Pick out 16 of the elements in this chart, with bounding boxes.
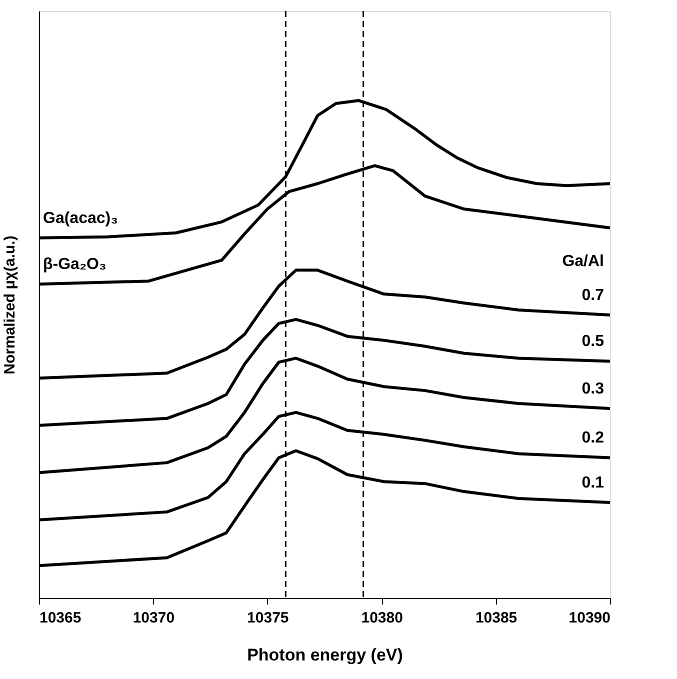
- annotation: Ga/Al: [562, 253, 604, 270]
- x-tick-label: 10365: [40, 610, 82, 626]
- x-axis-title: Photon energy (eV): [247, 646, 403, 664]
- series-label: 0.5: [582, 333, 604, 350]
- series-label: Ga(acac)₃: [43, 210, 118, 227]
- x-tick-label: 10370: [132, 610, 175, 626]
- series-label: β-Ga₂O₃: [43, 256, 106, 274]
- x-tick-label: 10375: [247, 610, 289, 626]
- x-tick-label: 10385: [475, 610, 518, 626]
- series-label: 0.3: [582, 380, 604, 398]
- x-tick-label: 10380: [361, 610, 403, 626]
- series-label: 0.2: [582, 430, 604, 447]
- series-label: 0.1: [582, 474, 604, 492]
- y-axis-title: Normalized μχ(a.u.): [2, 236, 18, 374]
- x-tick-label: 10390: [568, 610, 610, 626]
- series-label: 0.7: [582, 286, 604, 304]
